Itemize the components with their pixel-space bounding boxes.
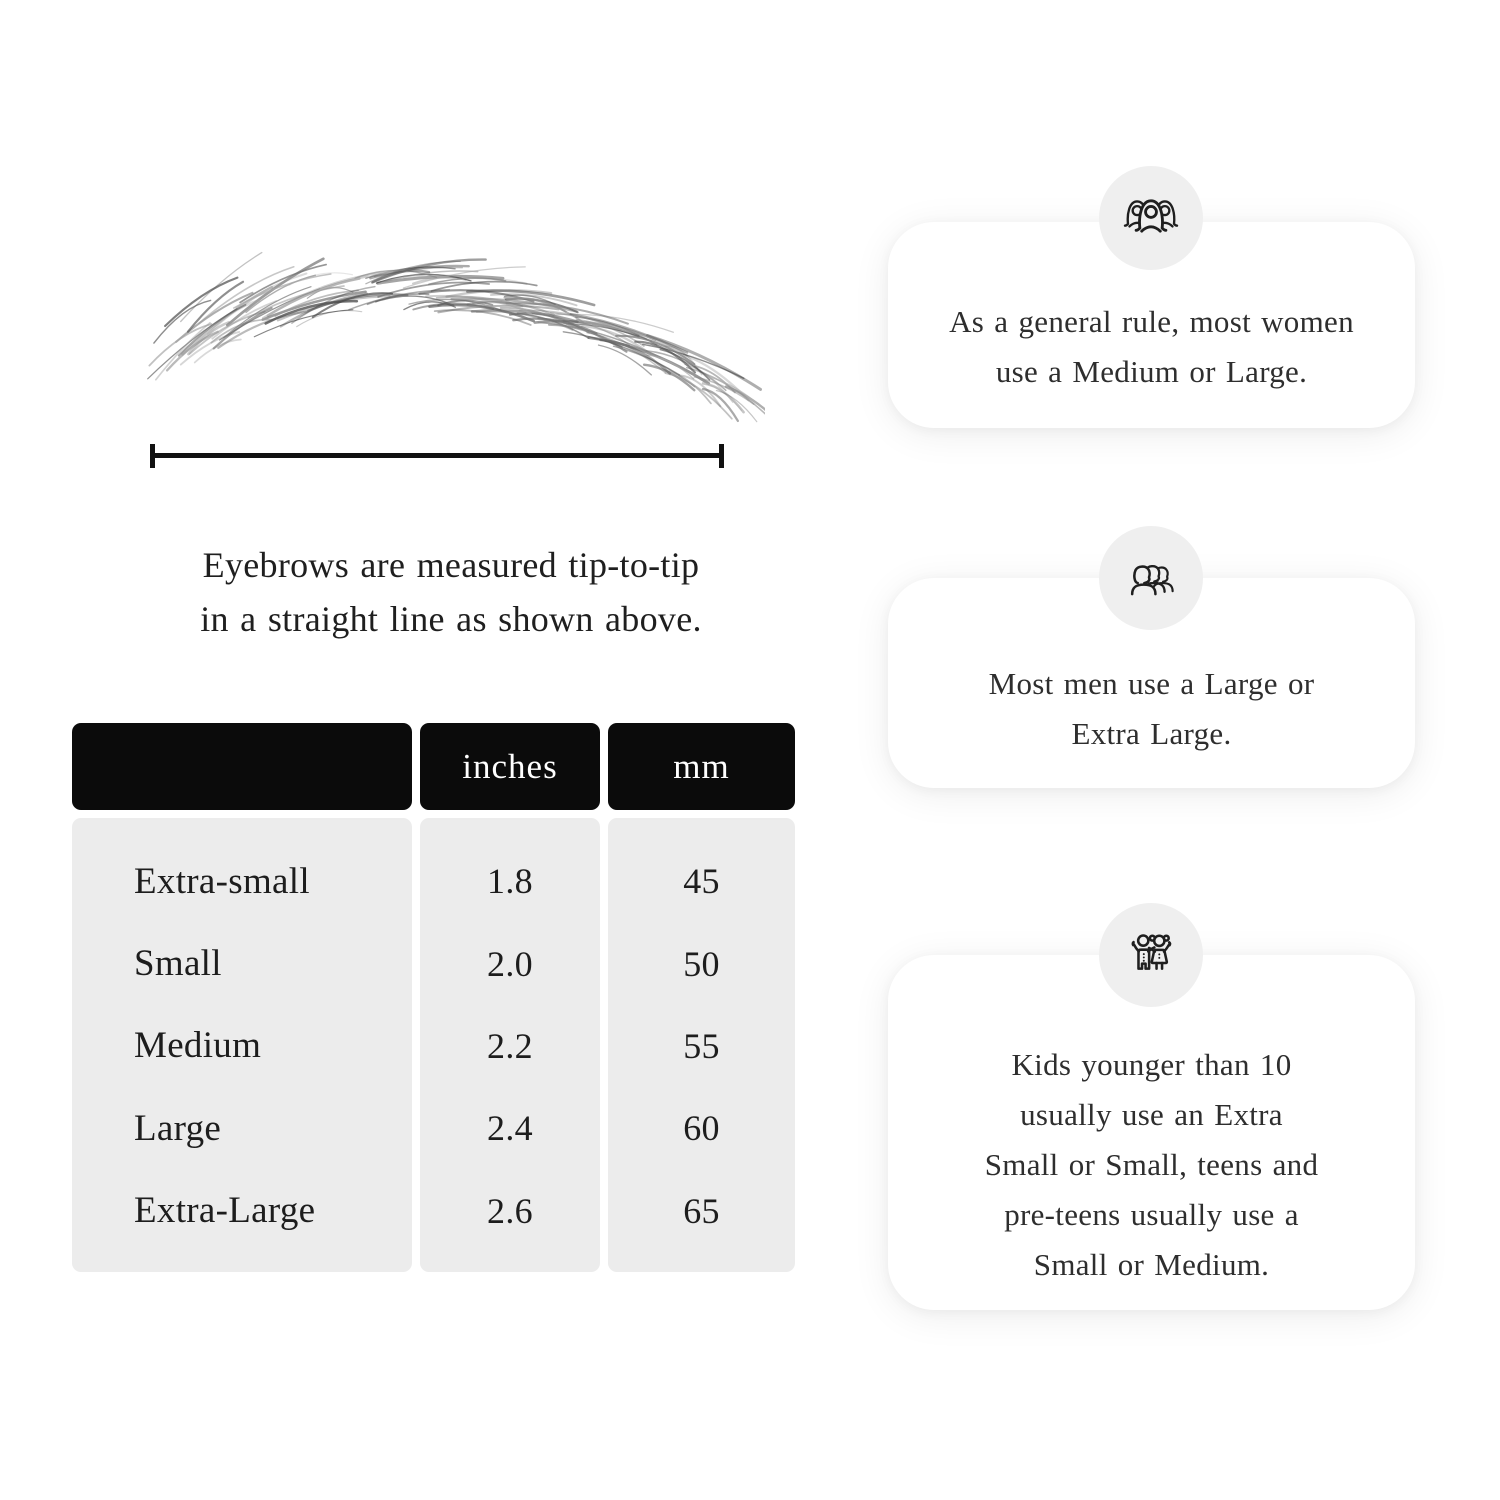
size-table-header-blank xyxy=(72,723,412,810)
measurement-line xyxy=(150,444,724,468)
tip-card-men: Most men use a Large or Extra Large. xyxy=(888,526,1415,788)
table-cell-inches: 2.6 xyxy=(487,1190,533,1231)
size-table-body-sizes: Extra-small Small Medium Large Extra-Lar… xyxy=(72,818,412,1272)
size-table-body-inches: 1.8 2.0 2.2 2.4 2.6 xyxy=(420,818,600,1272)
size-table: Extra-small Small Medium Large Extra-Lar… xyxy=(72,723,795,1272)
table-cell-inches: 1.8 xyxy=(487,861,533,902)
tip-card-women: As a general rule, most women use a Medi… xyxy=(888,166,1415,428)
men-group-icon xyxy=(1130,565,1174,596)
size-table-column-mm: mm 45 50 55 60 65 xyxy=(608,723,795,1272)
size-table-header-inches: inches xyxy=(420,723,600,810)
kids-icon xyxy=(1131,934,1172,970)
table-cell-size: Small xyxy=(134,943,222,985)
tip-card-men-text: Most men use a Large or Extra Large. xyxy=(988,666,1315,751)
table-cell-size: Medium xyxy=(134,1025,262,1067)
tip-card-kids: Kids younger than 10 usually use an Extr… xyxy=(888,903,1415,1310)
tip-card-women-text: As a general rule, most women use a Medi… xyxy=(949,304,1354,389)
table-cell-mm: 55 xyxy=(683,1025,720,1066)
table-cell-mm: 50 xyxy=(683,943,720,984)
size-table-body-mm: 45 50 55 60 65 xyxy=(608,818,795,1272)
icon-circle xyxy=(1099,526,1203,630)
table-cell-inches: 2.0 xyxy=(487,943,533,984)
size-table-column-sizes: Extra-small Small Medium Large Extra-Lar… xyxy=(72,723,412,1272)
size-table-column-inches: inches 1.8 2.0 2.2 2.4 2.6 xyxy=(420,723,600,1272)
table-cell-inches: 2.4 xyxy=(487,1108,533,1149)
table-cell-size: Large xyxy=(134,1107,222,1149)
table-cell-mm: 60 xyxy=(683,1108,720,1149)
measurement-caption: Eyebrows are measured tip-to-tip in a st… xyxy=(200,545,702,639)
eyebrow-illustration xyxy=(147,251,765,423)
table-cell-size: Extra-small xyxy=(134,860,310,902)
table-cell-inches: 2.2 xyxy=(487,1025,533,1066)
table-cell-size: Extra-Large xyxy=(134,1190,316,1232)
women-group-icon xyxy=(1123,199,1179,233)
size-table-header-mm: mm xyxy=(608,723,795,810)
tip-card-kids-text: Kids younger than 10 usually use an Extr… xyxy=(984,1046,1319,1282)
table-cell-mm: 65 xyxy=(683,1190,720,1231)
measurement-line-bar xyxy=(155,453,719,458)
icon-circle xyxy=(1099,903,1203,1007)
table-cell-mm: 45 xyxy=(683,861,720,902)
icon-circle xyxy=(1099,166,1203,270)
